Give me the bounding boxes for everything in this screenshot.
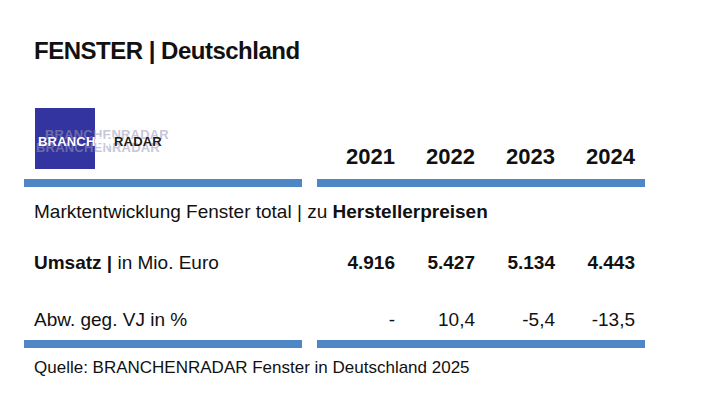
value-cell-abweichung-2022: 10,4 bbox=[395, 309, 475, 331]
value-cell-abweichung-2023: -5,4 bbox=[475, 309, 555, 331]
table-subtitle-bold: Herstellerpreisen bbox=[333, 201, 488, 222]
divider-line-top-left bbox=[24, 179, 302, 187]
table-subtitle: Marktentwicklung Fenster total | zu Hers… bbox=[34, 201, 488, 223]
logo-text-branchen: BRANCHEN bbox=[38, 134, 114, 149]
row-label-abweichung-text: Abw. geg. VJ in % bbox=[34, 309, 187, 330]
value-cell-umsatz-2023: 5.134 bbox=[475, 252, 555, 274]
divider-line-bottom-right bbox=[317, 340, 645, 348]
row-label-abweichung: Abw. geg. VJ in % bbox=[34, 309, 315, 331]
column-header-2024: 2024 bbox=[555, 144, 635, 170]
table-row-umsatz: Umsatz | in Mio. Euro 4.916 5.427 5.134 … bbox=[34, 252, 635, 274]
column-header-2021: 2021 bbox=[315, 144, 395, 170]
table-subtitle-regular: Marktentwicklung Fenster total | zu bbox=[34, 201, 333, 222]
value-cell-abweichung-2021: - bbox=[315, 309, 395, 331]
divider-line-bottom-left bbox=[24, 340, 302, 348]
value-cell-umsatz-2024: 4.443 bbox=[555, 252, 635, 274]
value-cell-umsatz-2022: 5.427 bbox=[395, 252, 475, 274]
source-note: Quelle: BRANCHENRADAR Fenster in Deutsch… bbox=[34, 358, 470, 378]
row-label-umsatz-unit: in Mio. Euro bbox=[117, 252, 218, 273]
row-label-umsatz: Umsatz | in Mio. Euro bbox=[34, 252, 315, 274]
logo-text: BRANCHENRADAR bbox=[38, 134, 162, 149]
table-row-abweichung: Abw. geg. VJ in % - 10,4 -5,4 -13,5 bbox=[34, 309, 635, 331]
page-title: FENSTER | Deutschland bbox=[34, 37, 300, 65]
market-report-slide: FENSTER | Deutschland BRANCHENRADAR BRAN… bbox=[0, 0, 728, 418]
value-cell-abweichung-2024: -13,5 bbox=[555, 309, 635, 331]
value-cell-umsatz-2021: 4.916 bbox=[315, 252, 395, 274]
column-header-2022: 2022 bbox=[395, 144, 475, 170]
logo-text-radar: RADAR bbox=[114, 134, 162, 149]
row-label-umsatz-bold: Umsatz | bbox=[34, 252, 117, 273]
divider-line-top-right bbox=[317, 179, 645, 187]
column-header-2023: 2023 bbox=[475, 144, 555, 170]
